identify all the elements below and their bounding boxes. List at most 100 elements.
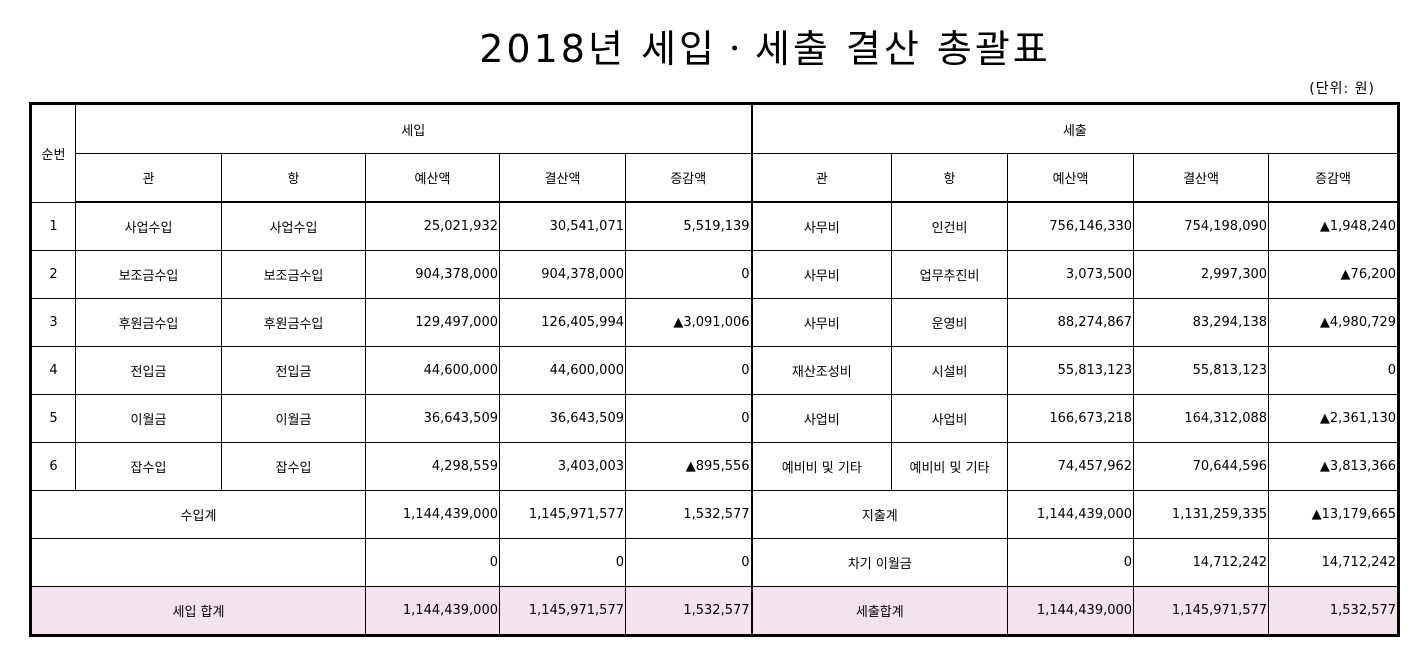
revenue-settled: 30,541,071 <box>499 201 626 251</box>
expense-gwan: 사무비 <box>750 250 893 299</box>
expense-diff: ▲76,200 <box>1268 250 1400 299</box>
revenue-carryover-label <box>30 538 366 587</box>
revenue-budget: 904,378,000 <box>365 250 500 299</box>
expense-diff: 0 <box>1268 346 1400 395</box>
expense-subtotal-settled: 1,131,259,335 <box>1133 490 1270 539</box>
revenue-hang: 전입금 <box>221 346 366 395</box>
revenue-subtotal-label: 수입계 <box>30 490 366 539</box>
row-number: 2 <box>30 250 76 299</box>
expense-carryover-label: 차기 이월금 <box>750 538 1009 587</box>
subtotal-row: 수입계 1,144,439,000 1,145,971,577 1,532,57… <box>30 490 1400 539</box>
revenue-diff: 0 <box>624 346 753 395</box>
header-no: 순번 <box>30 103 76 203</box>
expense-hang: 운영비 <box>891 298 1009 347</box>
unit-label: (단위: 원) <box>1309 81 1375 97</box>
revenue-subtotal-diff: 1,532,577 <box>624 490 753 539</box>
header-revenue-gwan: 관 <box>75 153 222 203</box>
revenue-subtotal-settled: 1,145,971,577 <box>499 490 626 539</box>
expense-subtotal-budget: 1,144,439,000 <box>1007 490 1135 539</box>
revenue-hang: 잡수입 <box>221 442 366 491</box>
revenue-gwan: 전입금 <box>75 346 222 395</box>
header-revenue-budget: 예산액 <box>365 153 500 203</box>
expense-settled: 83,294,138 <box>1133 298 1270 347</box>
revenue-diff: 0 <box>624 250 753 299</box>
revenue-budget: 4,298,559 <box>365 442 500 491</box>
expense-settled: 754,198,090 <box>1133 201 1270 251</box>
expense-total-label: 세출합계 <box>750 586 1009 636</box>
expense-settled: 2,997,300 <box>1133 250 1270 299</box>
revenue-budget: 25,021,932 <box>365 201 500 251</box>
expense-hang: 사업비 <box>891 394 1009 443</box>
expense-gwan: 사업비 <box>750 394 893 443</box>
revenue-gwan: 잡수입 <box>75 442 222 491</box>
revenue-diff: ▲895,556 <box>624 442 753 491</box>
row-number: 1 <box>30 201 76 251</box>
header-revenue-diff: 증감액 <box>624 153 753 203</box>
row-number: 3 <box>30 298 76 347</box>
revenue-hang: 후원금수입 <box>221 298 366 347</box>
revenue-settled: 3,403,003 <box>499 442 626 491</box>
header-row-group: 순번 세입 세출 <box>30 103 1400 203</box>
expense-diff: ▲4,980,729 <box>1268 298 1400 347</box>
expense-settled: 70,644,596 <box>1133 442 1270 491</box>
revenue-hang: 보조금수입 <box>221 250 366 299</box>
header-revenue: 세입 <box>74 103 753 154</box>
row-number: 4 <box>30 346 76 395</box>
revenue-total-diff: 1,532,577 <box>624 586 753 636</box>
expense-hang: 시설비 <box>891 346 1009 395</box>
expense-hang: 업무추진비 <box>891 250 1009 299</box>
expense-hang: 인건비 <box>891 201 1009 251</box>
header-expense-settled: 결산액 <box>1133 153 1270 203</box>
page-title: 2018년 세입ㆍ세출 결산 총괄표 <box>479 27 1051 71</box>
revenue-budget: 44,600,000 <box>365 346 500 395</box>
revenue-hang: 사업수입 <box>221 201 366 251</box>
revenue-settled: 904,378,000 <box>499 250 626 299</box>
expense-diff: ▲1,948,240 <box>1268 201 1400 251</box>
expense-subtotal-label: 지출계 <box>750 490 1009 539</box>
expense-total-diff: 1,532,577 <box>1268 586 1400 636</box>
expense-gwan: 재산조성비 <box>750 346 893 395</box>
revenue-gwan: 사업수입 <box>75 201 222 251</box>
carryover-row: 0 0 0 차기 이월금 0 14,712,242 14,712,242 <box>30 538 1400 587</box>
header-expense-budget: 예산액 <box>1007 153 1135 203</box>
expense-budget: 3,073,500 <box>1007 250 1135 299</box>
header-expense: 세출 <box>750 103 1400 154</box>
table-row: 3 후원금수입 후원금수입 129,497,000 126,405,994 ▲3… <box>30 298 1400 347</box>
expense-gwan: 사무비 <box>750 298 893 347</box>
revenue-diff: ▲3,091,006 <box>624 298 753 347</box>
revenue-subtotal-budget: 1,144,439,000 <box>365 490 500 539</box>
expense-budget: 88,274,867 <box>1007 298 1135 347</box>
revenue-total-settled: 1,145,971,577 <box>499 586 626 636</box>
expense-carryover-settled: 14,712,242 <box>1133 538 1270 587</box>
table-row: 2 보조금수입 보조금수입 904,378,000 904,378,000 0 … <box>30 250 1400 299</box>
header-expense-hang: 항 <box>891 153 1009 203</box>
expense-diff: ▲2,361,130 <box>1268 394 1400 443</box>
table-row: 6 잡수입 잡수입 4,298,559 3,403,003 ▲895,556 예… <box>30 442 1400 491</box>
table-row: 4 전입금 전입금 44,600,000 44,600,000 0 재산조성비 … <box>30 346 1400 395</box>
expense-settled: 164,312,088 <box>1133 394 1270 443</box>
expense-settled: 55,813,123 <box>1133 346 1270 395</box>
revenue-settled: 44,600,000 <box>499 346 626 395</box>
table-row: 1 사업수입 사업수입 25,021,932 30,541,071 5,519,… <box>30 201 1400 251</box>
expense-budget: 74,457,962 <box>1007 442 1135 491</box>
expense-budget: 756,146,330 <box>1007 201 1135 251</box>
header-expense-gwan: 관 <box>750 153 893 203</box>
revenue-total-budget: 1,144,439,000 <box>365 586 500 636</box>
revenue-gwan: 후원금수입 <box>75 298 222 347</box>
header-expense-diff: 증감액 <box>1268 153 1400 203</box>
expense-diff: ▲3,813,366 <box>1268 442 1400 491</box>
header-revenue-hang: 항 <box>221 153 366 203</box>
expense-budget: 166,673,218 <box>1007 394 1135 443</box>
row-number: 5 <box>30 394 76 443</box>
revenue-diff: 0 <box>624 394 753 443</box>
revenue-carryover-settled: 0 <box>499 538 626 587</box>
revenue-gwan: 이월금 <box>75 394 222 443</box>
revenue-hang: 이월금 <box>221 394 366 443</box>
revenue-settled: 36,643,509 <box>499 394 626 443</box>
expense-subtotal-diff: ▲13,179,665 <box>1268 490 1400 539</box>
expense-carryover-diff: 14,712,242 <box>1268 538 1400 587</box>
revenue-budget: 129,497,000 <box>365 298 500 347</box>
expense-budget: 55,813,123 <box>1007 346 1135 395</box>
expense-total-settled: 1,145,971,577 <box>1133 586 1270 636</box>
revenue-carryover-diff: 0 <box>624 538 753 587</box>
